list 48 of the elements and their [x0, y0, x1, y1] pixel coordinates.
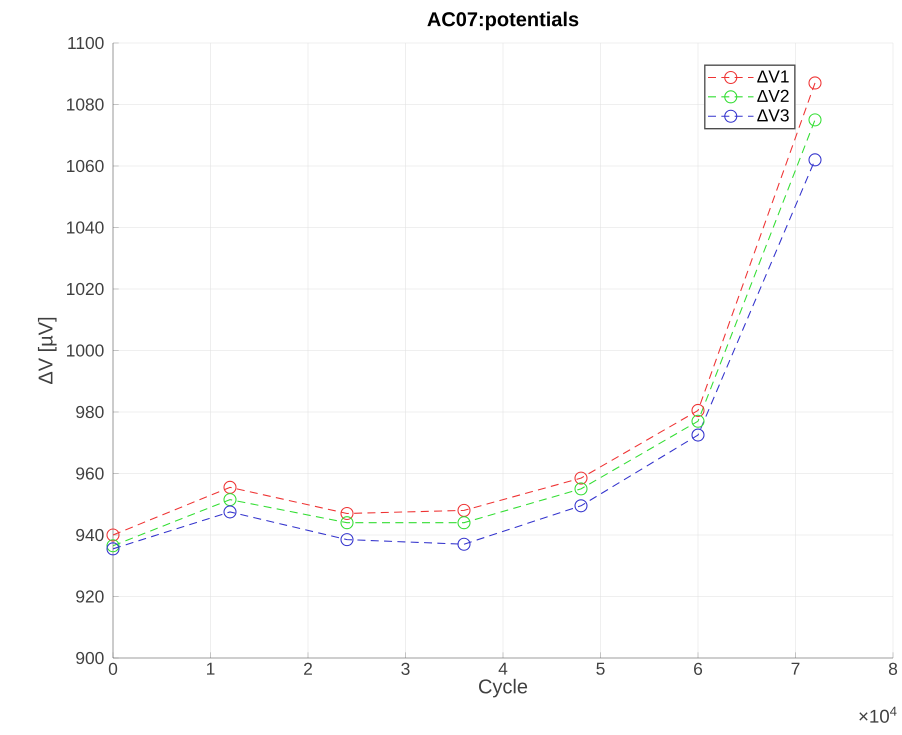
x-tick-label: 1	[207, 662, 214, 675]
point	[223, 480, 237, 494]
y-tick-label: 1020	[67, 282, 104, 296]
point	[808, 113, 822, 126]
point	[223, 505, 237, 518]
x-tick-label: 2	[304, 662, 312, 675]
point	[457, 516, 471, 530]
point	[340, 506, 354, 520]
point	[340, 533, 354, 546]
x-tick-label: 3	[401, 662, 410, 675]
y-axis-title: ΔV [µV]	[38, 318, 57, 384]
point	[574, 499, 588, 512]
point	[106, 542, 120, 556]
y-tick-label: 920	[76, 590, 104, 603]
point	[457, 504, 471, 517]
y-tick-label: 900	[76, 652, 104, 664]
x-tick-label: 7	[792, 662, 800, 675]
point	[691, 404, 705, 417]
y-tick-label: 1000	[67, 344, 104, 357]
point	[106, 539, 120, 552]
y-tick-label: 940	[76, 528, 104, 542]
chart-title: AC07:potentials	[427, 12, 578, 30]
point	[574, 482, 588, 496]
point	[340, 516, 354, 530]
point	[223, 493, 237, 506]
legend-label: ΔV3	[757, 109, 789, 122]
point	[574, 472, 588, 485]
text: ×10$^{4}$	[859, 706, 897, 723]
y-tick-label: 1060	[67, 160, 104, 172]
point	[457, 538, 471, 551]
legend-label: ΔV1	[757, 70, 789, 82]
point	[808, 76, 822, 90]
y-tick-label: 960	[76, 467, 104, 480]
x-tick-label: 5	[596, 662, 605, 675]
x-axis-title: Cycle	[479, 678, 528, 698]
point	[106, 528, 120, 542]
legend-label: ΔV2	[757, 90, 789, 102]
point	[808, 153, 822, 166]
point	[691, 414, 705, 428]
point	[691, 428, 705, 442]
x-tick-label: 0	[108, 662, 118, 675]
y-tick-label: 1100	[68, 36, 104, 50]
x-tick-label: 6	[694, 662, 702, 675]
y-tick-label: 1080	[67, 98, 104, 111]
y-tick-label: 980	[76, 406, 104, 418]
x-tick-label: 8	[888, 662, 898, 675]
y-tick-label: 1040	[67, 221, 104, 234]
x-tick-label: 4	[498, 662, 508, 675]
